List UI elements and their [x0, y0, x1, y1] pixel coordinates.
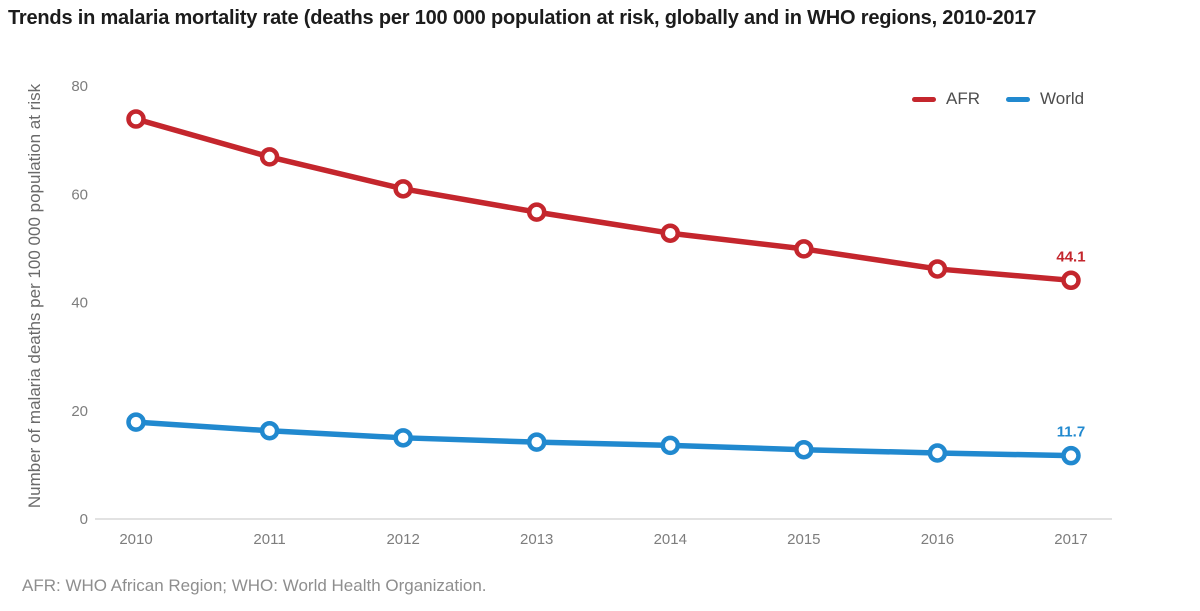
- legend-label-afr: AFR: [946, 89, 980, 108]
- legend-item-world: World: [1006, 89, 1084, 109]
- afr-data-point: [393, 179, 413, 199]
- afr-series-swatch: [912, 96, 936, 102]
- afr-data-point: [660, 223, 681, 243]
- x-tick-label: 2010: [119, 531, 152, 548]
- x-tick-label: 2017: [1054, 531, 1087, 548]
- y-tick-label: 60: [71, 186, 88, 203]
- world-data-point: [526, 432, 547, 452]
- legend-item-afr: AFR: [912, 89, 980, 109]
- afr-data-point: [259, 147, 280, 167]
- world-series-swatch: [1006, 96, 1030, 102]
- world-data-point: [660, 435, 681, 456]
- x-tick-label: 2012: [386, 531, 419, 548]
- world-series-line: [133, 419, 1074, 459]
- afr-data-point: [126, 109, 146, 129]
- y-tick-label: 80: [71, 78, 88, 95]
- y-tick-label: 40: [71, 295, 88, 312]
- world-data-point: [1061, 445, 1081, 466]
- x-tick-label: 2015: [787, 531, 820, 548]
- afr-data-point: [1061, 270, 1081, 291]
- x-tick-label: 2016: [921, 531, 954, 548]
- x-tick-label: 2011: [253, 531, 285, 548]
- chart-title: Trends in malaria mortality rate (deaths…: [8, 7, 1037, 29]
- world-data-point: [927, 443, 948, 463]
- world-data-point: [794, 439, 814, 460]
- x-tick-label: 2014: [654, 531, 687, 548]
- y-tick-label: 0: [80, 511, 88, 528]
- afr-series-line: [133, 116, 1074, 284]
- afr-data-point: [794, 239, 814, 259]
- world-data-point: [259, 421, 280, 441]
- footnote: AFR: WHO African Region; WHO: World Heal…: [22, 576, 487, 595]
- legend-label-world: World: [1040, 89, 1085, 108]
- world-data-point: [393, 428, 413, 448]
- chart-legend: AFR World: [912, 89, 1084, 109]
- afr-data-point: [927, 259, 948, 279]
- world-end-value-label: 11.7: [1057, 424, 1085, 441]
- x-tick-label: 2013: [520, 531, 553, 548]
- y-tick-label: 20: [71, 403, 88, 420]
- afr-data-point: [526, 202, 547, 222]
- afr-end-value-label: 44.1: [1056, 248, 1085, 265]
- world-data-point: [126, 412, 146, 432]
